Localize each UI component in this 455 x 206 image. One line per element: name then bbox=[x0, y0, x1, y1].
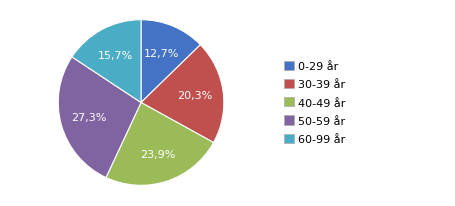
Wedge shape bbox=[106, 103, 213, 185]
Wedge shape bbox=[58, 58, 141, 178]
Legend: 0-29 år, 30-39 år, 40-49 år, 50-59 år, 60-99 år: 0-29 år, 30-39 år, 40-49 år, 50-59 år, 6… bbox=[284, 62, 346, 144]
Text: 15,7%: 15,7% bbox=[98, 51, 133, 61]
Wedge shape bbox=[141, 46, 224, 143]
Text: 20,3%: 20,3% bbox=[177, 91, 212, 101]
Text: 12,7%: 12,7% bbox=[144, 49, 180, 59]
Text: 27,3%: 27,3% bbox=[71, 112, 107, 123]
Text: 23,9%: 23,9% bbox=[140, 149, 175, 159]
Wedge shape bbox=[72, 21, 141, 103]
Wedge shape bbox=[141, 21, 200, 103]
